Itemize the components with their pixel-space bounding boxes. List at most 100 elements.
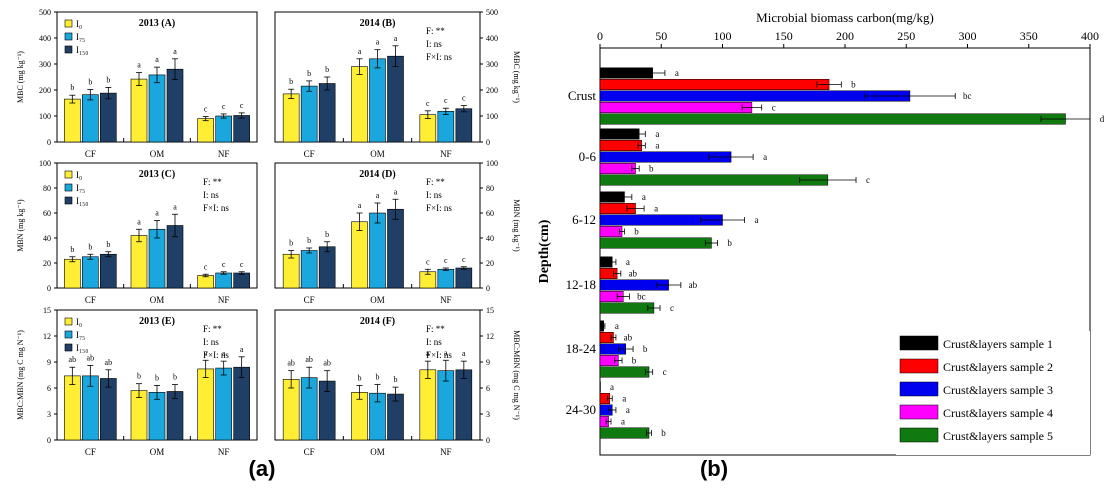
significance-letter: d: [1100, 114, 1105, 124]
category-label: OM: [370, 447, 385, 457]
bar: [599, 163, 636, 174]
legend-swatch: [899, 404, 939, 420]
chart-title: 2013 (C): [139, 169, 175, 180]
bar: [215, 115, 232, 143]
significance-letter: b: [325, 65, 329, 74]
bar: [215, 367, 232, 441]
significance-letter: a: [155, 55, 159, 64]
bar: [282, 253, 300, 289]
bar: [233, 366, 250, 441]
bar: [282, 379, 300, 441]
bar: [64, 375, 81, 441]
bar: [197, 368, 214, 441]
category-label: 18-24: [566, 341, 597, 356]
legend-label: I₀: [76, 170, 82, 180]
legend-swatch: [64, 19, 73, 28]
significance-letter: b: [137, 372, 141, 381]
significance-letter: a: [376, 191, 380, 200]
bar: [599, 174, 829, 186]
legend-label: I₇₅: [76, 330, 85, 340]
legend: Crust&layers sample 1 Crust&layers sample…: [896, 331, 1090, 455]
subchart-4: 0 20 40 60 80 100 MBN (mg kg⁻¹) 2014 (D) F: ** I:…: [274, 159, 521, 305]
category-label: OM: [150, 447, 165, 457]
bar: [82, 94, 99, 143]
bar: [437, 268, 455, 289]
significance-letter: a: [675, 68, 679, 78]
significance-letter: c: [462, 255, 466, 264]
significance-letter: c: [222, 102, 226, 111]
legend-label: Crust&layers sample 2: [943, 360, 1053, 374]
significance-letter: c: [663, 367, 667, 377]
y-tick-label: 60: [486, 209, 494, 218]
category-label: OM: [150, 149, 165, 159]
y-tick-label: 40: [43, 234, 51, 243]
significance-letter: a: [222, 349, 226, 358]
stats-text: I: ns: [203, 190, 219, 200]
significance-letter: ab: [689, 280, 698, 290]
legend-swatch: [64, 317, 73, 326]
significance-letter: b: [289, 77, 293, 86]
y-tick-label: 9: [486, 358, 490, 367]
significance-letter: a: [655, 141, 659, 151]
bar: [387, 208, 404, 289]
y-axis-label: MBN (mg kg⁻¹): [16, 199, 25, 252]
category-label: 6-12: [572, 212, 596, 227]
bar: [369, 58, 386, 143]
significance-letter: a: [626, 405, 630, 415]
bar: [599, 302, 655, 314]
bar: [82, 256, 99, 289]
subchart-6: 0 3 6 9 12 15 MBC:MBN (mg C mg N⁻¹) 2014 (F) F: …: [274, 306, 521, 457]
x-tick-label: 150: [775, 29, 793, 43]
bar: [419, 369, 437, 441]
bar: [599, 102, 753, 113]
y-tick-label: 200: [39, 86, 51, 95]
legend-swatch: [899, 427, 939, 443]
significance-letter: bc: [963, 91, 972, 101]
bar: [100, 378, 117, 441]
bar: [455, 267, 473, 289]
bar: [64, 98, 81, 143]
stats-text: F×I: ns: [203, 350, 229, 360]
legend-label: I₀: [76, 19, 82, 29]
panel-label-b: (b): [700, 456, 728, 481]
y-tick-label: 12: [486, 332, 494, 341]
bar: [166, 68, 184, 143]
y-tick-label: 60: [43, 209, 51, 218]
bar: [130, 390, 148, 441]
bar: [64, 258, 81, 289]
significance-letter: bc: [637, 292, 646, 302]
legend-label: I₇₅: [76, 183, 85, 193]
y-axis-label: MBN (mg kg⁻¹): [512, 199, 521, 252]
significance-letter: b: [643, 344, 648, 354]
significance-letter: c: [866, 175, 870, 185]
significance-letter: a: [358, 47, 362, 56]
y-tick-label: 40: [486, 234, 494, 243]
x-tick-label: 0: [597, 29, 603, 43]
significance-letter: a: [394, 187, 398, 196]
significance-letter: a: [137, 217, 141, 226]
significance-letter: c: [426, 257, 430, 266]
significance-letter: a: [763, 152, 767, 162]
significance-letter: b: [70, 83, 74, 92]
y-tick-label: 200: [486, 86, 498, 95]
significance-letter: b: [358, 373, 362, 382]
bar: [437, 111, 455, 143]
significance-letter: a: [615, 321, 619, 331]
bar: [599, 113, 1066, 125]
x-tick-label: 100: [714, 29, 732, 43]
significance-letter: b: [851, 80, 856, 90]
significance-letter: b: [106, 240, 110, 249]
category-label: CF: [85, 447, 96, 457]
legend-swatch: [64, 196, 73, 205]
chart-title: 2013 (E): [139, 316, 175, 327]
chart-title: 2014 (B): [360, 18, 396, 29]
significance-letter: b: [307, 236, 311, 245]
bar: [599, 366, 650, 378]
y-axis-title: Depth(cm): [537, 219, 552, 283]
y-axis-label: MBC (mg kg⁻¹): [512, 51, 521, 103]
bar: [599, 140, 642, 151]
significance-letter: c: [670, 303, 674, 313]
significance-letter: b: [155, 373, 159, 382]
y-tick-label: 100: [486, 112, 498, 121]
bar: [599, 90, 911, 102]
